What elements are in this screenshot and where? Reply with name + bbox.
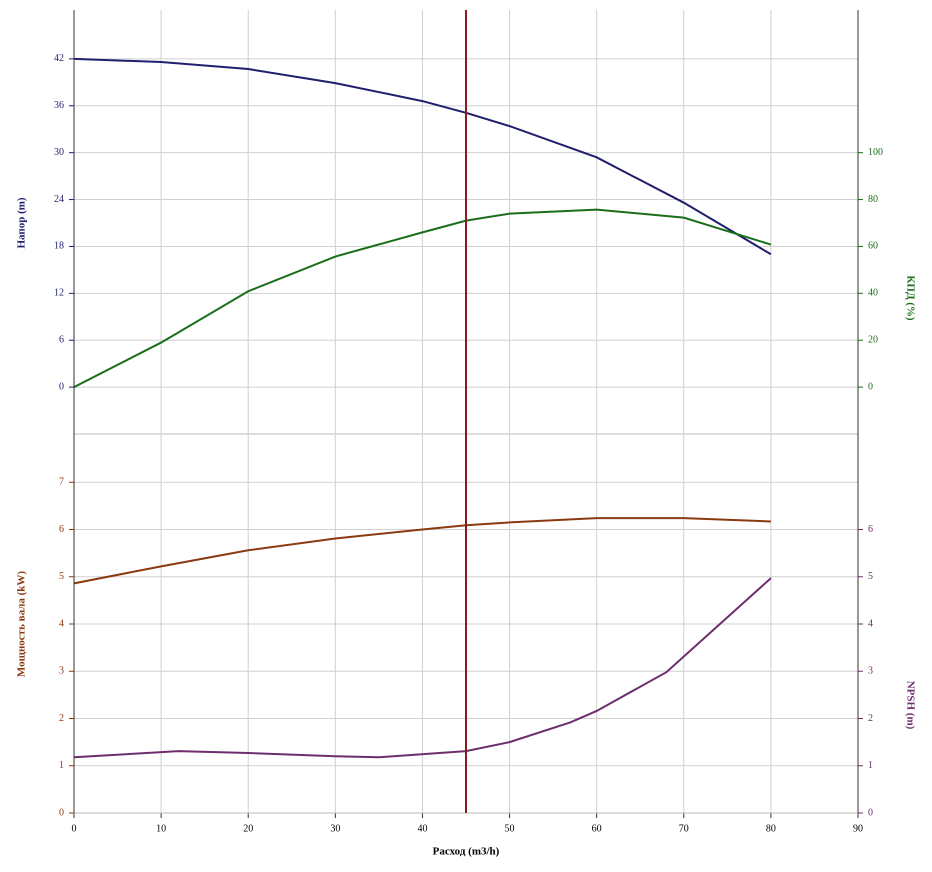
y-tick-label: 18	[54, 241, 64, 252]
series-line	[73, 517, 771, 585]
x-tick-label: 90	[853, 823, 863, 834]
y-tick-label: 24	[54, 194, 64, 205]
x-tick-label: 10	[156, 823, 166, 834]
y-tick-label: 30	[54, 147, 64, 158]
y-tick-label: 0	[59, 381, 64, 392]
y2-tick-label: 2	[868, 713, 873, 724]
y2-axis-label: КПД (%)	[904, 275, 916, 321]
y2-tick-label: 20	[868, 335, 878, 346]
x-tick-label: 50	[505, 823, 515, 834]
y-tick-label: 3	[59, 666, 64, 677]
y2-tick-label: 80	[868, 194, 878, 205]
y-tick-label: 2	[59, 713, 64, 724]
y2-tick-label: 40	[868, 288, 878, 299]
y-tick-label: 12	[54, 288, 64, 299]
y2-tick-label: 60	[868, 241, 878, 252]
y-axis-label: Мощность вала (kW)	[16, 571, 28, 677]
y-tick-label: 6	[59, 335, 64, 346]
x-tick-label: 80	[766, 823, 776, 834]
series-line	[73, 208, 772, 389]
y-axis-label: Напор (m)	[16, 197, 28, 248]
y2-tick-label: 0	[868, 381, 873, 392]
y2-tick-label: 6	[868, 524, 873, 535]
x-tick-label: 30	[330, 823, 340, 834]
y-tick-label: 36	[54, 100, 64, 111]
x-tick-label: 40	[417, 823, 427, 834]
y2-tick-label: 0	[868, 807, 873, 818]
y2-tick-label: 5	[868, 571, 873, 582]
x-tick-label: 70	[679, 823, 689, 834]
series-line	[73, 57, 772, 256]
y-tick-label: 1	[59, 760, 64, 771]
x-tick-label: 60	[592, 823, 602, 834]
y2-tick-label: 1	[868, 760, 873, 771]
y-tick-label: 4	[59, 618, 64, 629]
y-tick-label: 0	[59, 807, 64, 818]
y-tick-label: 6	[59, 524, 64, 535]
y2-tick-label: 3	[868, 666, 873, 677]
y2-tick-label: 100	[868, 147, 883, 158]
y-tick-label: 42	[54, 53, 64, 64]
x-tick-label: 0	[72, 823, 77, 834]
y2-axis-label: NPSH (m)	[904, 681, 916, 730]
y-tick-label: 7	[59, 477, 64, 488]
y-tick-label: 5	[59, 571, 64, 582]
x-tick-label: 20	[243, 823, 253, 834]
y2-tick-label: 4	[868, 618, 873, 629]
x-axis-label: Расход (m3/h)	[433, 846, 500, 858]
